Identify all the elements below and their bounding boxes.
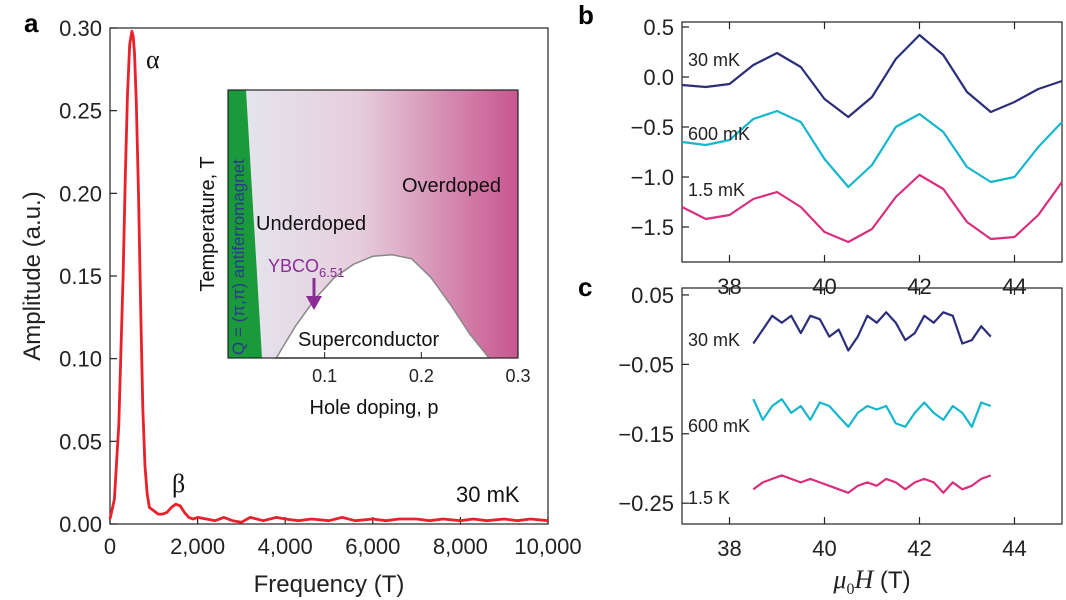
alpha-label: α	[146, 45, 160, 74]
y-tick-label-b: −1.0	[631, 165, 674, 190]
x-tick-label-a: 4,000	[258, 534, 313, 559]
x-tick-label-c: 44	[1002, 536, 1026, 561]
y-tick-label-c: 0.05	[631, 283, 674, 308]
panel-a: a 0 2,000 4,000 6,000 8,000 10,000 0.00 0.05 0.1…	[19, 8, 582, 598]
series-c: 30 mK 600 mK 1.5 K	[688, 311, 992, 508]
series-label-b: 600 mK	[688, 124, 750, 144]
y-tick-label-a: 0.20	[59, 181, 102, 206]
x-axis-label-c: μ0H (T)	[832, 565, 910, 598]
x-tick-label-a: 6,000	[345, 534, 400, 559]
x-tick-label-c: 42	[907, 536, 931, 561]
y-tick-label-a: 0.15	[59, 264, 102, 289]
x-tick-label-b: 44	[1002, 274, 1026, 299]
y-tick-label-a: 0.05	[59, 429, 102, 454]
x-tick-label-a: 0	[104, 534, 116, 559]
y-tick-label-a: 0.00	[59, 512, 102, 537]
y-tick-label-a: 0.25	[59, 99, 102, 124]
x-tick-label-a: 8,000	[433, 534, 488, 559]
series-line-b	[681, 173, 1063, 244]
series-a	[108, 29, 549, 524]
underdoped-label: Underdoped	[256, 213, 366, 235]
afm-label: Q = (π,π) antiferromagnet	[229, 159, 248, 355]
y-tick-label-a: 0.10	[59, 347, 102, 372]
inset-y-label: Temperature, T	[197, 156, 219, 291]
inset-x-label: Hole doping, p	[310, 397, 439, 419]
overdoped-label: Overdoped	[402, 175, 501, 197]
ticks-c: 38 40 42 44 0.05 −0.05 −0.15 −0.25	[618, 283, 1026, 561]
temperature-label-a: 30 mK	[456, 482, 520, 507]
inset-frame	[227, 89, 519, 359]
series-line-b	[681, 109, 1063, 189]
x-tick-label-b: 40	[812, 274, 836, 299]
series-label-c: 30 mK	[688, 330, 740, 350]
x-axis-label-a: Frequency (T)	[254, 571, 405, 598]
series-label-b: 30 mK	[688, 50, 740, 70]
antiferromagnet-region	[228, 90, 262, 358]
panel-c: c 38 40 42 44 0.05 −0.05 −0.15 −0.25 30 mK 600 m…	[578, 272, 1063, 598]
x-tick-label-c: 40	[812, 536, 836, 561]
series-line-c	[752, 398, 992, 428]
beta-label: β	[172, 469, 185, 498]
series-label-c: 600 mK	[688, 416, 750, 436]
x-tick-label-a: 10,000	[514, 534, 581, 559]
x-tick-label-c: 38	[717, 536, 741, 561]
inset-x-tick-label: 0.1	[312, 366, 337, 386]
y-tick-label-b: 0.5	[643, 15, 674, 40]
y-tick-label-b: −0.5	[631, 115, 674, 140]
spectrum-line	[108, 29, 549, 524]
series-label-b: 1.5 mK	[688, 180, 745, 200]
y-tick-label-c: −0.05	[618, 352, 674, 377]
y-axis-label-a: Amplitude (a.u.)	[19, 191, 46, 360]
y-tick-label-c: −0.15	[618, 422, 674, 447]
plot-frame-c	[681, 287, 1063, 525]
inset-x-tick-label: 0.3	[505, 366, 530, 386]
y-tick-label-c: −0.25	[618, 491, 674, 516]
series-line-c	[752, 474, 992, 494]
x-tick-label-a: 2,000	[170, 534, 225, 559]
series-line-c	[752, 311, 992, 352]
series-b: 30 mK 600 mK 1.5 mK	[681, 33, 1063, 244]
y-tick-label-a: 0.30	[59, 16, 102, 41]
inset-phase-diagram: Underdoped Overdoped Superconductor Q = …	[197, 89, 531, 419]
panel-b: b 38 40 42 44 0.5 0.0 −0.5 −1.0 −1.5 30 mK 600 mK…	[578, 0, 1063, 299]
series-line-b	[681, 33, 1063, 119]
series-label-c: 1.5 K	[688, 488, 730, 508]
panel-label-b: b	[578, 0, 594, 30]
x-tick-label-b: 38	[717, 274, 741, 299]
x-tick-label-b: 42	[907, 274, 931, 299]
ybco-arrow-head	[306, 296, 322, 310]
superconductor-label: Superconductor	[298, 329, 440, 351]
y-tick-label-b: 0.0	[643, 65, 674, 90]
ybco-label: YBCO6.51	[268, 256, 344, 280]
inset-ticks: 0.1 0.2 0.3	[312, 352, 531, 386]
panel-label-c: c	[578, 272, 592, 302]
ticks-a: 0 2,000 4,000 6,000 8,000 10,000 0.00 0.05 0.10 0…	[59, 16, 581, 559]
inset-x-tick-label: 0.2	[409, 366, 434, 386]
panel-label-a: a	[24, 8, 39, 38]
y-tick-label-b: −1.5	[631, 215, 674, 240]
